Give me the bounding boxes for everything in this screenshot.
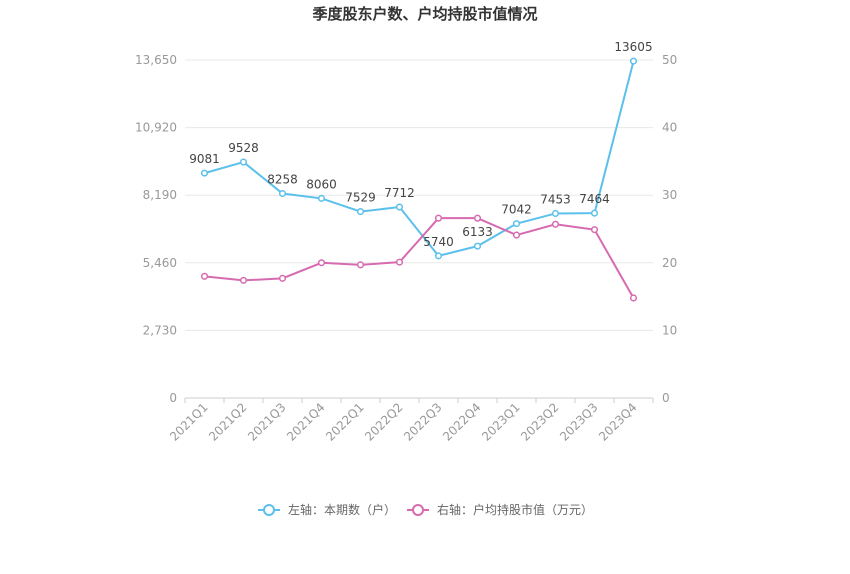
data-point-2 bbox=[395, 258, 404, 266]
data-point-1 bbox=[512, 220, 521, 228]
left-axis-tick-label: 10,920 bbox=[135, 121, 177, 135]
left-axis-tick-label: 8,190 bbox=[143, 188, 177, 202]
x-axis-tick-label: 2022Q2 bbox=[362, 400, 406, 444]
data-label: 8258 bbox=[267, 173, 298, 187]
data-label: 7464 bbox=[579, 192, 610, 206]
right-axis-tick-label: 40 bbox=[662, 121, 677, 135]
series-lines bbox=[200, 57, 638, 302]
x-axis-tick-label: 2021Q3 bbox=[245, 400, 289, 444]
x-axis-tick-label: 2023Q1 bbox=[479, 400, 523, 444]
data-label: 9528 bbox=[228, 141, 259, 155]
data-point-2 bbox=[512, 231, 521, 239]
data-label: 13605 bbox=[614, 40, 652, 54]
x-axis-tick-label: 2021Q4 bbox=[284, 400, 328, 444]
right-axis-tick-label: 30 bbox=[662, 188, 677, 202]
x-axis-tick-label: 2023Q2 bbox=[518, 400, 562, 444]
data-label: 8060 bbox=[306, 177, 337, 191]
data-point-2 bbox=[590, 226, 599, 234]
x-axis-tick-label: 2022Q4 bbox=[440, 400, 484, 444]
data-point-1 bbox=[200, 169, 209, 177]
right-axis-tick-label: 0 bbox=[662, 391, 670, 405]
data-point-1 bbox=[590, 209, 599, 217]
legend-swatch-marker-1 bbox=[263, 504, 275, 516]
x-axis-tick-label: 2023Q4 bbox=[596, 400, 640, 444]
left-axis-tick-label: 2,730 bbox=[143, 323, 177, 337]
legend-label-2: 右轴：户均持股市值（万元） bbox=[437, 502, 593, 517]
axes: 0 0 2,730 10 5,460 20 8,190 30 10,920 40 13,650 50 2… bbox=[135, 53, 677, 444]
left-axis-tick-label: 13,650 bbox=[135, 53, 177, 67]
data-point-1 bbox=[434, 252, 443, 260]
data-point-2 bbox=[200, 272, 209, 280]
x-axis-tick-label: 2023Q3 bbox=[557, 400, 601, 444]
data-point-1 bbox=[395, 203, 404, 211]
data-point-2 bbox=[551, 220, 560, 228]
data-point-1 bbox=[317, 194, 326, 202]
data-point-2 bbox=[317, 259, 326, 267]
data-point-2 bbox=[239, 276, 248, 284]
series-line-1 bbox=[204, 60, 635, 257]
data-label: 9081 bbox=[189, 152, 220, 166]
x-axis-tick-label: 2022Q3 bbox=[401, 400, 445, 444]
x-axis-tick-label: 2022Q1 bbox=[323, 400, 367, 444]
data-label: 7042 bbox=[501, 203, 532, 217]
data-label: 7529 bbox=[345, 191, 376, 205]
data-point-2 bbox=[473, 214, 482, 222]
series-line-2 bbox=[204, 217, 635, 299]
data-label: 5740 bbox=[423, 235, 454, 249]
data-point-2 bbox=[434, 214, 443, 222]
x-axis-tick-label: 2021Q1 bbox=[167, 400, 211, 444]
data-point-2 bbox=[629, 294, 638, 302]
data-point-2 bbox=[356, 261, 365, 269]
data-label: 7712 bbox=[384, 186, 415, 200]
legend-label-1: 左轴：本期数（户） bbox=[288, 502, 396, 517]
x-axis-tick-label: 2021Q2 bbox=[206, 400, 250, 444]
right-axis-tick-label: 20 bbox=[662, 256, 677, 270]
data-point-2 bbox=[278, 274, 287, 282]
right-axis-tick-label: 10 bbox=[662, 323, 677, 337]
data-point-1 bbox=[629, 57, 638, 65]
data-point-1 bbox=[278, 189, 287, 198]
data-labels: 9081 9528 8258 8060 7529 7712 5740 6133 7042 7453… bbox=[189, 40, 652, 249]
data-point-1 bbox=[551, 209, 560, 217]
data-point-1 bbox=[239, 158, 248, 166]
left-axis-tick-label: 0 bbox=[169, 391, 177, 405]
data-label: 7453 bbox=[540, 192, 571, 206]
data-label: 6133 bbox=[462, 225, 493, 239]
legend-swatch-marker-2 bbox=[412, 504, 424, 516]
data-point-1 bbox=[356, 208, 365, 216]
legend: 左轴：本期数（户） 右轴：户均持股市值（万元） bbox=[258, 502, 593, 517]
data-point-1 bbox=[473, 242, 482, 250]
grid-lines bbox=[185, 59, 653, 331]
chart-title: 季度股东户数、户均持股市值情况 bbox=[312, 5, 538, 23]
left-axis-tick-label: 5,460 bbox=[143, 256, 177, 270]
right-axis-tick-label: 50 bbox=[662, 53, 677, 67]
